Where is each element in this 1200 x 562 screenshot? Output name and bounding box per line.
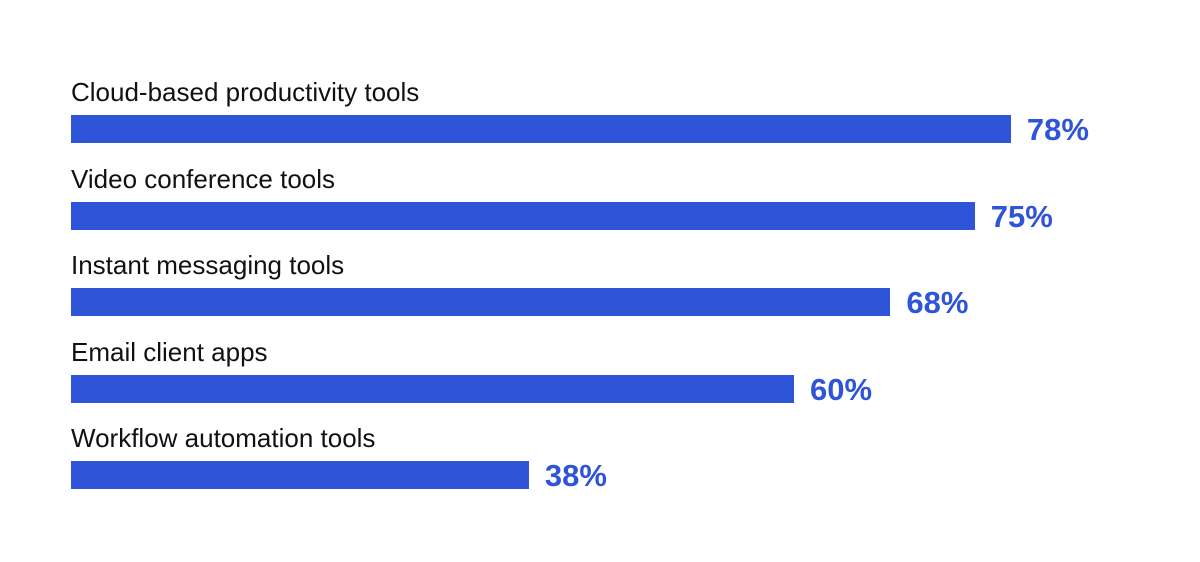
category-label: Instant messaging tools xyxy=(71,250,345,280)
bar xyxy=(71,461,529,489)
category-label: Cloud-based productivity tools xyxy=(71,77,420,107)
bar-row: Email client apps 60% xyxy=(0,337,1200,417)
value-label: 68% xyxy=(906,285,969,320)
category-label: Email client apps xyxy=(71,336,268,367)
bar xyxy=(71,374,794,403)
bar-row: Video conference tools 75% xyxy=(0,164,1200,244)
bar-row: Workflow automation tools 38% xyxy=(0,423,1200,503)
value-label: 60% xyxy=(810,371,873,407)
value-label: 38% xyxy=(544,458,607,493)
bar-row: Cloud-based productivity tools 78% xyxy=(0,77,1200,157)
category-label: Workflow automation tools xyxy=(71,423,376,453)
value-label: 78% xyxy=(1026,112,1089,147)
bar-row: Instant messaging tools 68% xyxy=(0,250,1200,330)
bar xyxy=(71,115,1011,143)
category-label: Video conference tools xyxy=(71,163,336,194)
value-label: 75% xyxy=(990,198,1053,234)
bar xyxy=(71,201,975,230)
bar xyxy=(71,288,891,316)
